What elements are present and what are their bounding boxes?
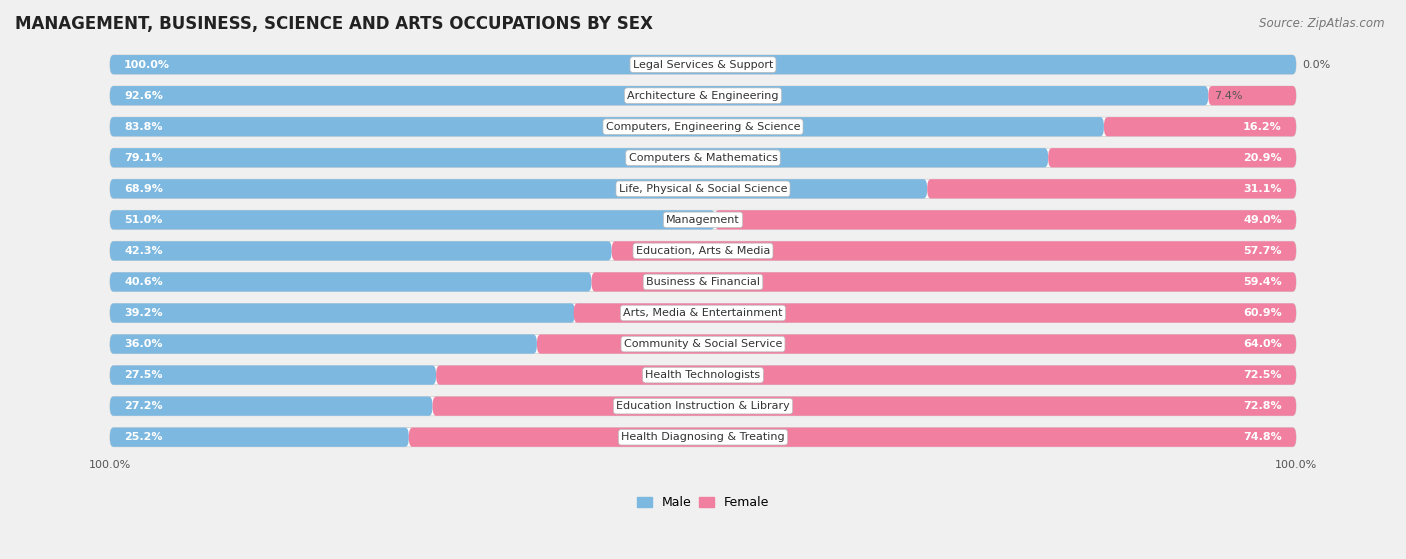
Text: 79.1%: 79.1% [124, 153, 163, 163]
FancyBboxPatch shape [110, 86, 1296, 105]
Text: 57.7%: 57.7% [1243, 246, 1282, 256]
Text: Source: ZipAtlas.com: Source: ZipAtlas.com [1260, 17, 1385, 30]
Text: 64.0%: 64.0% [1243, 339, 1282, 349]
Text: 0.0%: 0.0% [1302, 60, 1330, 70]
FancyBboxPatch shape [110, 304, 575, 323]
FancyBboxPatch shape [1208, 86, 1296, 105]
FancyBboxPatch shape [110, 55, 1296, 74]
Text: Education Instruction & Library: Education Instruction & Library [616, 401, 790, 411]
FancyBboxPatch shape [110, 241, 612, 260]
Text: 74.8%: 74.8% [1243, 432, 1282, 442]
FancyBboxPatch shape [110, 86, 1208, 105]
FancyBboxPatch shape [433, 396, 1296, 416]
FancyBboxPatch shape [1104, 117, 1296, 136]
Text: 40.6%: 40.6% [124, 277, 163, 287]
FancyBboxPatch shape [110, 117, 1104, 136]
Text: 36.0%: 36.0% [124, 339, 163, 349]
Text: 20.9%: 20.9% [1243, 153, 1282, 163]
Text: 25.2%: 25.2% [124, 432, 163, 442]
Legend: Male, Female: Male, Female [631, 491, 775, 514]
FancyBboxPatch shape [574, 304, 1296, 323]
Text: 16.2%: 16.2% [1243, 122, 1282, 132]
FancyBboxPatch shape [592, 272, 1296, 292]
Text: Life, Physical & Social Science: Life, Physical & Social Science [619, 184, 787, 194]
FancyBboxPatch shape [110, 334, 537, 354]
FancyBboxPatch shape [436, 366, 1296, 385]
FancyBboxPatch shape [110, 210, 714, 230]
FancyBboxPatch shape [612, 241, 1296, 260]
Text: Health Diagnosing & Treating: Health Diagnosing & Treating [621, 432, 785, 442]
Text: 39.2%: 39.2% [124, 308, 163, 318]
Text: Computers, Engineering & Science: Computers, Engineering & Science [606, 122, 800, 132]
Text: Health Technologists: Health Technologists [645, 370, 761, 380]
Text: 100.0%: 100.0% [1275, 461, 1317, 471]
Text: Legal Services & Support: Legal Services & Support [633, 60, 773, 70]
Text: Business & Financial: Business & Financial [645, 277, 761, 287]
Text: Computers & Mathematics: Computers & Mathematics [628, 153, 778, 163]
FancyBboxPatch shape [110, 117, 1296, 136]
Text: Education, Arts & Media: Education, Arts & Media [636, 246, 770, 256]
Text: 59.4%: 59.4% [1243, 277, 1282, 287]
Text: 42.3%: 42.3% [124, 246, 163, 256]
Text: 31.1%: 31.1% [1243, 184, 1282, 194]
Text: 27.2%: 27.2% [124, 401, 163, 411]
Text: 68.9%: 68.9% [124, 184, 163, 194]
FancyBboxPatch shape [110, 272, 1296, 292]
Text: 51.0%: 51.0% [124, 215, 163, 225]
FancyBboxPatch shape [110, 366, 436, 385]
FancyBboxPatch shape [110, 428, 409, 447]
FancyBboxPatch shape [409, 428, 1296, 447]
Text: 100.0%: 100.0% [124, 60, 170, 70]
FancyBboxPatch shape [110, 334, 1296, 354]
Text: Community & Social Service: Community & Social Service [624, 339, 782, 349]
Text: 100.0%: 100.0% [89, 461, 131, 471]
Text: 60.9%: 60.9% [1243, 308, 1282, 318]
FancyBboxPatch shape [1049, 148, 1296, 167]
FancyBboxPatch shape [110, 366, 1296, 385]
FancyBboxPatch shape [110, 55, 1296, 74]
FancyBboxPatch shape [110, 148, 1296, 167]
Text: 49.0%: 49.0% [1243, 215, 1282, 225]
FancyBboxPatch shape [110, 179, 927, 198]
Text: 27.5%: 27.5% [124, 370, 163, 380]
Text: Arts, Media & Entertainment: Arts, Media & Entertainment [623, 308, 783, 318]
FancyBboxPatch shape [110, 396, 1296, 416]
FancyBboxPatch shape [927, 179, 1296, 198]
FancyBboxPatch shape [110, 272, 592, 292]
FancyBboxPatch shape [537, 334, 1296, 354]
FancyBboxPatch shape [110, 148, 1049, 167]
Text: 83.8%: 83.8% [124, 122, 163, 132]
FancyBboxPatch shape [110, 428, 1296, 447]
FancyBboxPatch shape [110, 304, 1296, 323]
FancyBboxPatch shape [110, 210, 1296, 230]
Text: 7.4%: 7.4% [1215, 91, 1243, 101]
FancyBboxPatch shape [110, 396, 433, 416]
Text: 72.8%: 72.8% [1243, 401, 1282, 411]
Text: 92.6%: 92.6% [124, 91, 163, 101]
Text: 72.5%: 72.5% [1243, 370, 1282, 380]
Text: MANAGEMENT, BUSINESS, SCIENCE AND ARTS OCCUPATIONS BY SEX: MANAGEMENT, BUSINESS, SCIENCE AND ARTS O… [15, 15, 652, 33]
Text: Management: Management [666, 215, 740, 225]
FancyBboxPatch shape [714, 210, 1296, 230]
Text: Architecture & Engineering: Architecture & Engineering [627, 91, 779, 101]
FancyBboxPatch shape [110, 179, 1296, 198]
FancyBboxPatch shape [110, 241, 1296, 260]
